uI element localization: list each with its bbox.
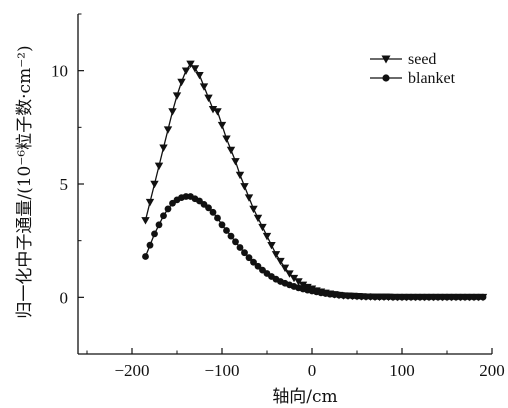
seed-point [285,270,294,278]
seed-point [289,274,299,283]
y-tick-label: 0 [60,288,69,307]
legend-blanket-marker [382,74,390,82]
seed-point [253,214,263,223]
x-tick-label: −200 [114,361,149,380]
y-tick-label: 10 [51,62,68,81]
blanket-point [205,204,212,212]
series-blanket [142,193,487,301]
x-tick-label: 200 [479,361,505,380]
blanket-point [250,258,257,266]
seed-point [294,278,303,286]
seed-point [195,72,204,80]
seed-point [231,158,240,166]
seed-point [226,146,236,155]
x-tick-label: −100 [204,361,239,380]
blanket-point [151,230,158,238]
seed-point [199,83,209,91]
blanket-point [155,221,163,229]
seed-point [267,242,276,250]
legend: seed blanket [370,51,456,87]
series-seed [141,60,488,302]
blanket-point [209,208,217,216]
blanket-point [214,214,221,222]
seed-point [240,183,249,191]
blanket-point [236,244,244,251]
seed-point [177,78,186,87]
x-tick-label: 100 [389,361,415,380]
seed-point [258,223,267,232]
seed-point [159,144,168,152]
blanket-point [254,262,262,270]
seed-point [208,106,218,114]
seed-point [172,92,182,100]
blanket-point [146,241,154,249]
seed-point [213,108,222,116]
seed-point [181,67,191,75]
blanket-point [479,293,487,301]
plot-area [141,60,488,302]
seed-point [204,94,213,103]
seed-point [190,65,200,73]
seed-point [271,251,281,259]
seed-point [249,205,258,214]
seed-point [262,232,272,241]
seed-point [217,121,227,130]
seed-point [150,180,159,189]
seed-point [244,194,254,202]
seed-point [154,162,164,171]
seed-point [222,135,231,143]
y-axis-title: 归一化中子通量/(10⁻⁶粒子数·cm⁻²) [15,45,35,318]
seed-point [298,281,308,290]
blanket-point [164,205,172,213]
x-axis-title: 轴向/cm [272,387,337,407]
blanket-point [241,249,248,257]
seed-point [145,198,155,207]
seed-point [168,108,177,116]
blanket-point [218,221,226,229]
blanket-point [232,238,239,246]
blanket-point [245,254,253,262]
seed-line [144,62,483,298]
seed-point [235,171,245,180]
legend-seed-marker [381,55,391,64]
blanket-point [160,212,167,220]
legend-blanket-label: blanket [408,70,456,87]
seed-point [276,257,285,266]
seed-point [186,60,195,69]
x-tick-label: 0 [308,361,317,380]
blanket-point [227,232,235,240]
seed-point [141,217,150,225]
axis-ticks: −200 −100 0 100 200 0 5 10 [51,13,505,380]
legend-seed-label: seed [408,51,436,68]
seed-point [280,264,290,273]
seed-point [163,126,173,134]
blanket-point [142,253,149,260]
blanket-line [144,195,483,298]
blanket-point [223,227,230,234]
y-tick-label: 5 [60,175,69,194]
